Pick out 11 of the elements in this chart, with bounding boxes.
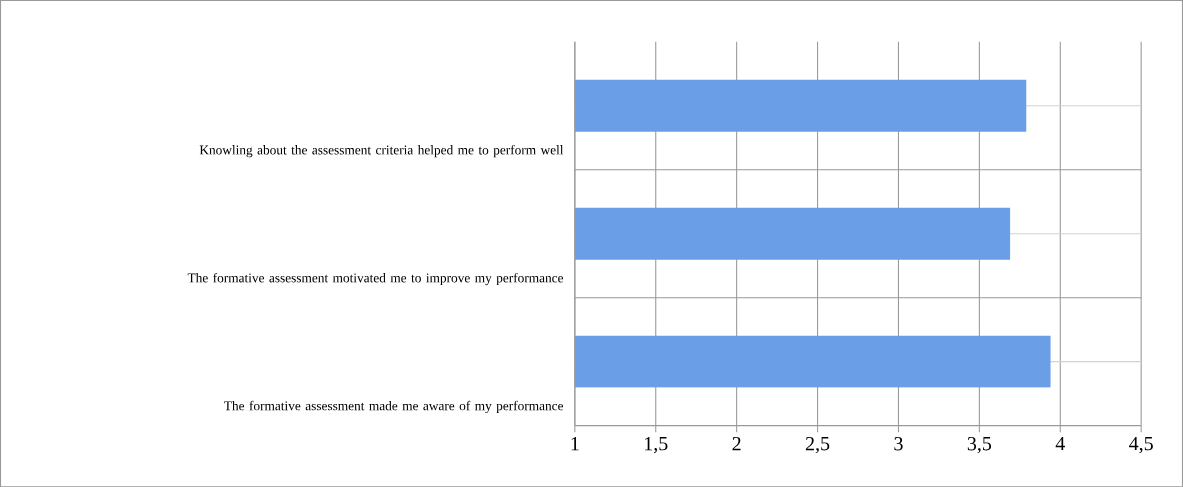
x-tick-label: 1,5 <box>645 436 668 454</box>
x-tick-label: 4,5 <box>1129 436 1153 453</box>
y-tick-label: The formative assessment motivated me to improve my performance <box>187 272 564 285</box>
y-tick-label: Knowling about the assessment criteria helped me to perform well <box>199 144 564 158</box>
x-tick-label: 3,5 <box>967 436 992 454</box>
x-tick-label: 3 <box>894 436 903 451</box>
y-tick-label: The formative assessment made me aware of my performance <box>224 400 564 413</box>
x-tick-label: 4 <box>1055 436 1065 450</box>
x-tick-label: 2,5 <box>805 436 830 454</box>
x-tick-label: 1 <box>571 436 579 450</box>
x-tick-label: 2 <box>732 436 741 450</box>
